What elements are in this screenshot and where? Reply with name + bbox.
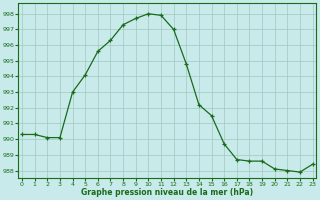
- X-axis label: Graphe pression niveau de la mer (hPa): Graphe pression niveau de la mer (hPa): [81, 188, 253, 197]
